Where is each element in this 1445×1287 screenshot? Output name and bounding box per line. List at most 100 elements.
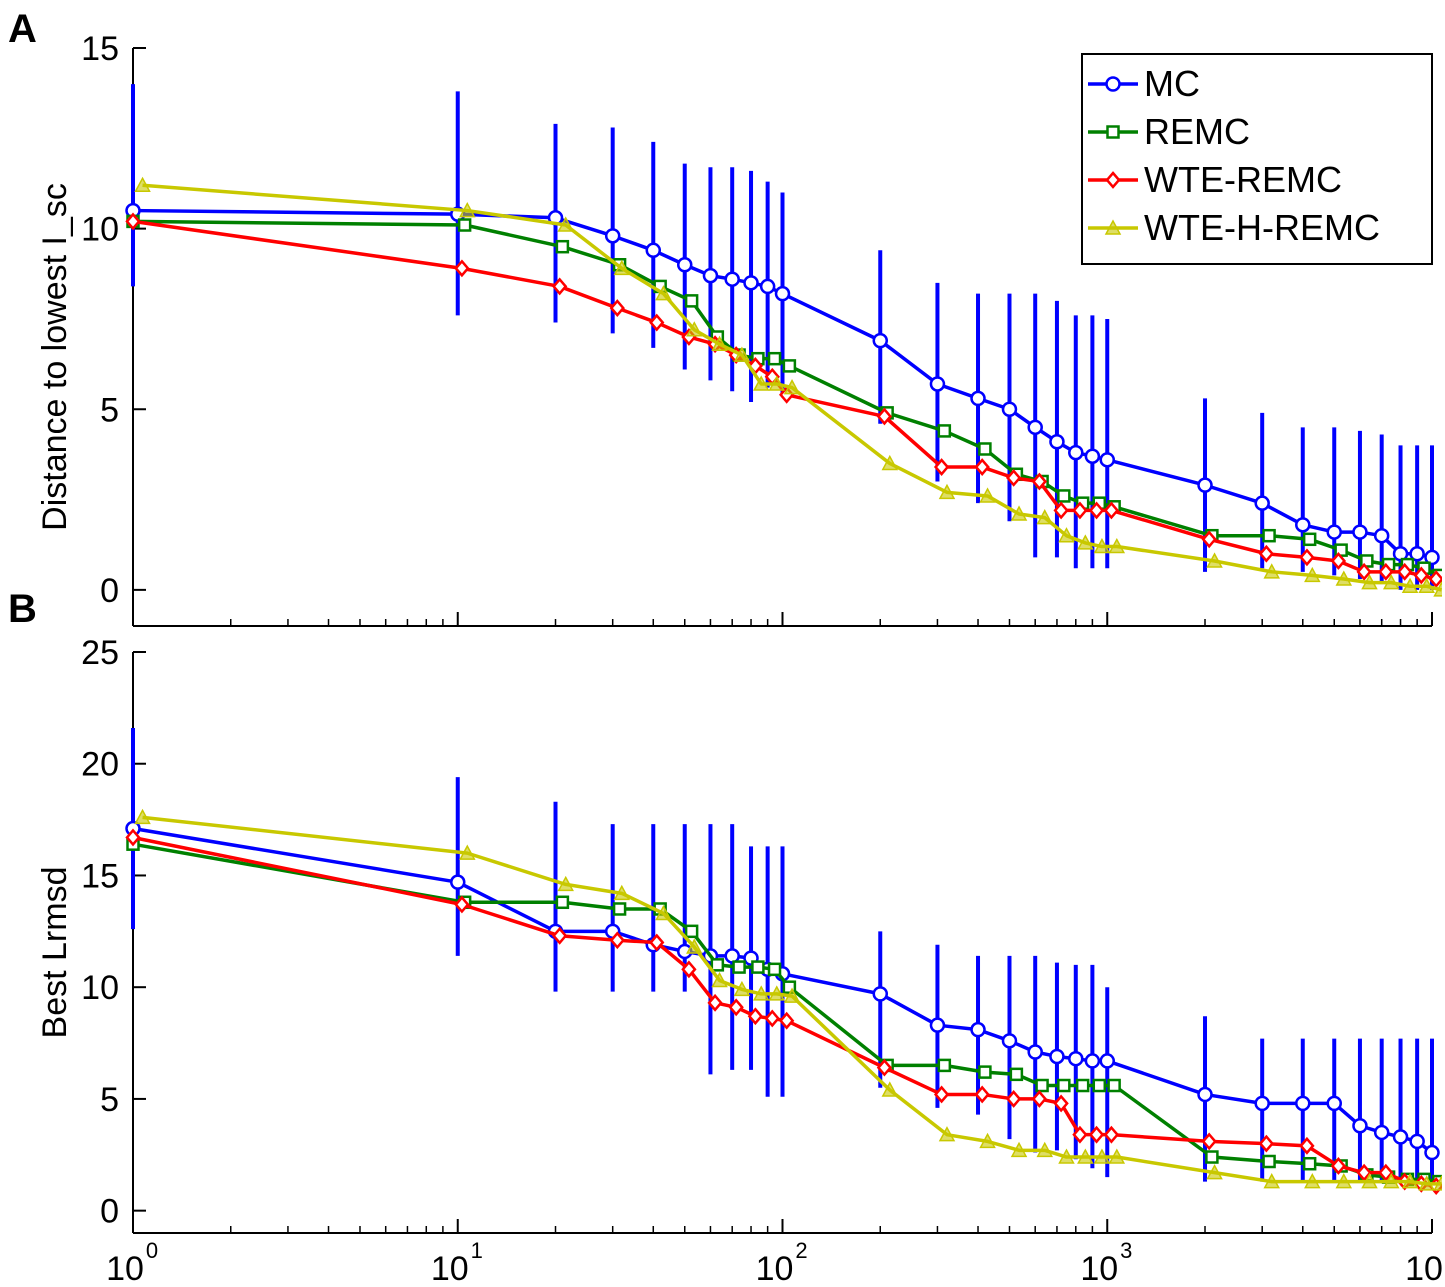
plot-area [125,727,1442,1195]
data-point [1378,1163,1394,1182]
x-tick-label: 10 3 [1080,1238,1132,1287]
data-point [752,375,770,391]
data-point [609,299,625,318]
y-tick-label: 15 [81,30,119,68]
data-point [1356,1163,1372,1182]
data-point [1352,524,1368,540]
data-point [1258,544,1275,563]
legend-marker [1105,76,1121,92]
data-point [1201,1132,1217,1151]
data-point [1295,1095,1311,1112]
data-point [134,176,151,193]
data-point [686,938,703,954]
legend-entry: REMC [1088,111,1250,152]
data-point [1418,1175,1435,1191]
data-point [1206,552,1223,568]
series-wte-h-remc [134,176,1442,597]
data-point [724,948,740,964]
data-point [767,351,782,366]
data-point [612,902,627,916]
data-point [1326,524,1342,540]
data-point [1010,505,1028,521]
data-point [613,259,631,276]
data-point [702,267,719,284]
data-point [1031,472,1048,491]
data-point [459,201,476,218]
x-tick-label-exponent: 0 [146,1238,158,1263]
data-point [1433,1175,1442,1191]
data-point [974,458,990,476]
data-point [1373,527,1390,544]
data-point [1053,1094,1069,1113]
data-point [1057,489,1071,503]
data-point [933,458,950,476]
data-point [459,844,476,860]
y-tick-label: 5 [100,1081,119,1119]
data-point [125,212,141,231]
legend-entry: WTE-REMC [1088,159,1342,200]
data-point [1088,1125,1105,1144]
data-point [1335,570,1353,586]
data-point [1036,509,1054,525]
y-tick-label: 15 [81,857,119,895]
data-point [557,216,574,232]
data-point [1262,528,1276,543]
data-point [1258,1134,1275,1153]
data-point [1392,546,1409,562]
data-point [609,931,625,950]
data-point [1299,1136,1315,1155]
data-point [676,257,693,273]
data-point [1262,1154,1276,1169]
data-point [555,239,570,254]
legend-label: MC [1144,63,1200,104]
data-point [555,895,570,910]
data-point [751,960,765,974]
data-point [881,1081,899,1097]
y-tick-label: 0 [100,1193,119,1231]
data-point [1027,419,1043,436]
data-point [1006,468,1022,487]
data-point [686,321,703,337]
data-point [783,378,801,395]
data-point [938,483,956,500]
data-point [876,407,893,426]
data-point [454,259,470,278]
x-tick-label-base: 10 [431,1250,469,1287]
x-tick-label-exponent: 2 [795,1238,807,1263]
data-point [1330,552,1347,570]
plot-area [125,84,1442,597]
series-wte-remc [125,828,1442,1195]
y-tick-label: 20 [81,746,119,784]
y-axis-title: Best Lrmsd [36,867,74,1039]
data-point [1049,434,1065,450]
data-point [1205,1150,1219,1164]
data-point [974,1085,990,1104]
panel-b: B0510152025100101102103104Best Lrmsd [8,587,1445,1287]
legend-marker [1104,219,1122,235]
data-point [732,960,746,974]
data-point [1299,548,1315,567]
data-point [764,1009,780,1028]
data-point [655,904,672,921]
x-tick-label: 104 [1405,1238,1445,1287]
data-point [1361,574,1378,590]
data-point [1361,1173,1378,1189]
data-point [929,1017,946,1033]
data-point [1058,527,1075,543]
data-point [1413,566,1429,585]
data-point [710,958,725,972]
legend-marker [1106,125,1120,139]
y-tick-label: 5 [100,391,119,429]
data-point [1335,1173,1353,1189]
data-point [1107,1078,1121,1093]
data-point [782,359,797,373]
data-point [1304,566,1321,583]
data-point [979,1132,996,1149]
data-point [1049,1048,1065,1065]
legend-label: REMC [1144,111,1250,152]
data-point [929,376,946,392]
data-point [1093,537,1111,554]
data-point [1108,1148,1126,1164]
data-point [1001,401,1018,417]
